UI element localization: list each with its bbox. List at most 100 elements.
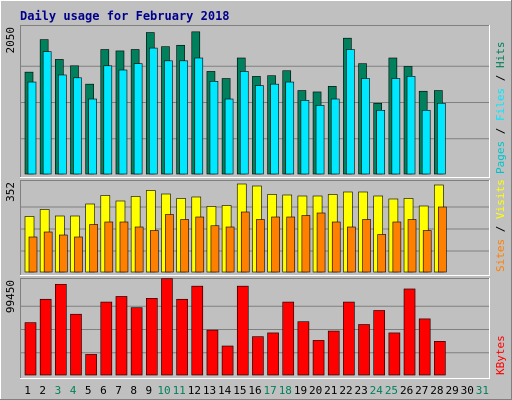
legend-sites: Sites bbox=[494, 239, 507, 272]
chart-title: Daily usage for February 2018 bbox=[20, 9, 230, 23]
sites-bar bbox=[392, 221, 402, 273]
files-bar bbox=[285, 81, 295, 175]
kbytes-bar bbox=[145, 298, 158, 376]
day-label: 31 bbox=[476, 384, 489, 397]
sites-bar bbox=[89, 224, 98, 273]
legend-separator: / bbox=[494, 219, 507, 239]
day-label: 19 bbox=[294, 384, 307, 397]
files-bar bbox=[164, 60, 173, 175]
files-bar bbox=[300, 100, 310, 175]
kbytes-bar bbox=[236, 285, 249, 376]
legend-pages: Pages bbox=[494, 141, 507, 174]
day-label: 6 bbox=[100, 384, 107, 397]
kbytes-panel-ymax-label: 99450 bbox=[4, 280, 17, 313]
files-bar bbox=[103, 65, 113, 175]
kbytes-bar bbox=[434, 341, 446, 376]
visits-panel-legend: Sites / Visits bbox=[494, 179, 507, 272]
files-bar bbox=[376, 110, 386, 175]
day-label: 28 bbox=[430, 384, 443, 397]
day-label: 25 bbox=[385, 384, 398, 397]
files-bar bbox=[437, 102, 446, 175]
files-bar bbox=[406, 76, 416, 175]
day-label: 3 bbox=[55, 384, 62, 397]
kbytes-bar bbox=[161, 278, 173, 376]
sites-bar bbox=[301, 215, 311, 273]
kbytes-bar bbox=[297, 321, 310, 376]
day-label: 20 bbox=[309, 384, 322, 397]
day-label: 24 bbox=[370, 384, 384, 397]
files-bar bbox=[209, 81, 219, 175]
kbytes-bar bbox=[327, 330, 340, 376]
kbytes-bar bbox=[70, 313, 82, 376]
sites-bar bbox=[271, 216, 280, 273]
kbytes-bar bbox=[221, 345, 234, 376]
legend-hits: Hits bbox=[494, 42, 507, 69]
sites-bar bbox=[286, 216, 296, 273]
day-label: 1 bbox=[24, 384, 31, 397]
legend-separator: / bbox=[494, 68, 507, 88]
sites-bar bbox=[362, 219, 371, 273]
sites-bar bbox=[438, 206, 447, 273]
files-bar bbox=[346, 49, 355, 175]
files-bar bbox=[315, 105, 325, 175]
kbytes-bar bbox=[115, 296, 128, 376]
files-bar bbox=[194, 57, 204, 175]
sites-bar bbox=[59, 234, 68, 273]
day-label: 12 bbox=[188, 384, 201, 397]
sites-bar bbox=[316, 212, 326, 273]
day-label: 22 bbox=[339, 384, 352, 397]
hits-panel-legend: Pages / Files / Hits bbox=[494, 42, 507, 175]
kbytes-bar bbox=[252, 336, 264, 376]
kbytes-bar bbox=[373, 310, 386, 376]
sites-bar bbox=[74, 236, 83, 273]
legend-visits: Visits bbox=[494, 179, 507, 219]
sites-bar bbox=[165, 214, 174, 273]
day-label: 5 bbox=[85, 384, 92, 397]
visits-panel-ymax-label: 352 bbox=[4, 182, 17, 202]
sites-bar bbox=[119, 221, 129, 273]
sites-bar bbox=[149, 230, 159, 273]
files-bar bbox=[58, 74, 67, 175]
kbytes-bar bbox=[39, 298, 52, 376]
legend-separator: / bbox=[494, 121, 507, 141]
files-bar bbox=[270, 83, 279, 175]
sites-bar bbox=[210, 225, 220, 273]
sites-bar bbox=[256, 219, 265, 273]
kbytes-bar bbox=[418, 318, 431, 376]
sites-bar bbox=[28, 236, 38, 273]
day-label: 14 bbox=[218, 384, 232, 397]
kbytes-bar bbox=[176, 298, 188, 376]
day-label: 29 bbox=[445, 384, 458, 397]
files-bar bbox=[118, 69, 128, 175]
files-bar bbox=[391, 78, 401, 175]
kbytes-bar bbox=[130, 307, 143, 376]
kbytes-bar bbox=[358, 324, 370, 376]
sites-bar bbox=[225, 226, 235, 273]
kbytes-bar bbox=[312, 340, 325, 376]
day-label: 15 bbox=[233, 384, 246, 397]
day-label: 21 bbox=[324, 384, 337, 397]
day-label: 30 bbox=[461, 384, 474, 397]
files-bar bbox=[224, 98, 234, 175]
day-label: 23 bbox=[355, 384, 368, 397]
legend-kbytes: KBytes bbox=[494, 335, 507, 375]
sites-bar bbox=[347, 226, 356, 273]
sites-bar bbox=[195, 216, 205, 273]
kbytes-bar bbox=[282, 301, 295, 376]
hits-panel-ymax-label: 2050 bbox=[4, 27, 17, 54]
sites-bar bbox=[240, 211, 250, 273]
sites-bar bbox=[407, 219, 417, 273]
day-label: 17 bbox=[264, 384, 277, 397]
files-bar bbox=[421, 110, 431, 175]
files-bar bbox=[73, 77, 82, 175]
sites-bar bbox=[180, 219, 189, 273]
day-label: 4 bbox=[70, 384, 77, 397]
kbytes-bar bbox=[388, 332, 401, 376]
kbytes-bar bbox=[100, 301, 113, 376]
day-label: 13 bbox=[203, 384, 216, 397]
day-label: 11 bbox=[173, 384, 186, 397]
files-bar bbox=[179, 60, 188, 175]
files-bar bbox=[330, 98, 340, 175]
sites-bar bbox=[331, 221, 341, 273]
